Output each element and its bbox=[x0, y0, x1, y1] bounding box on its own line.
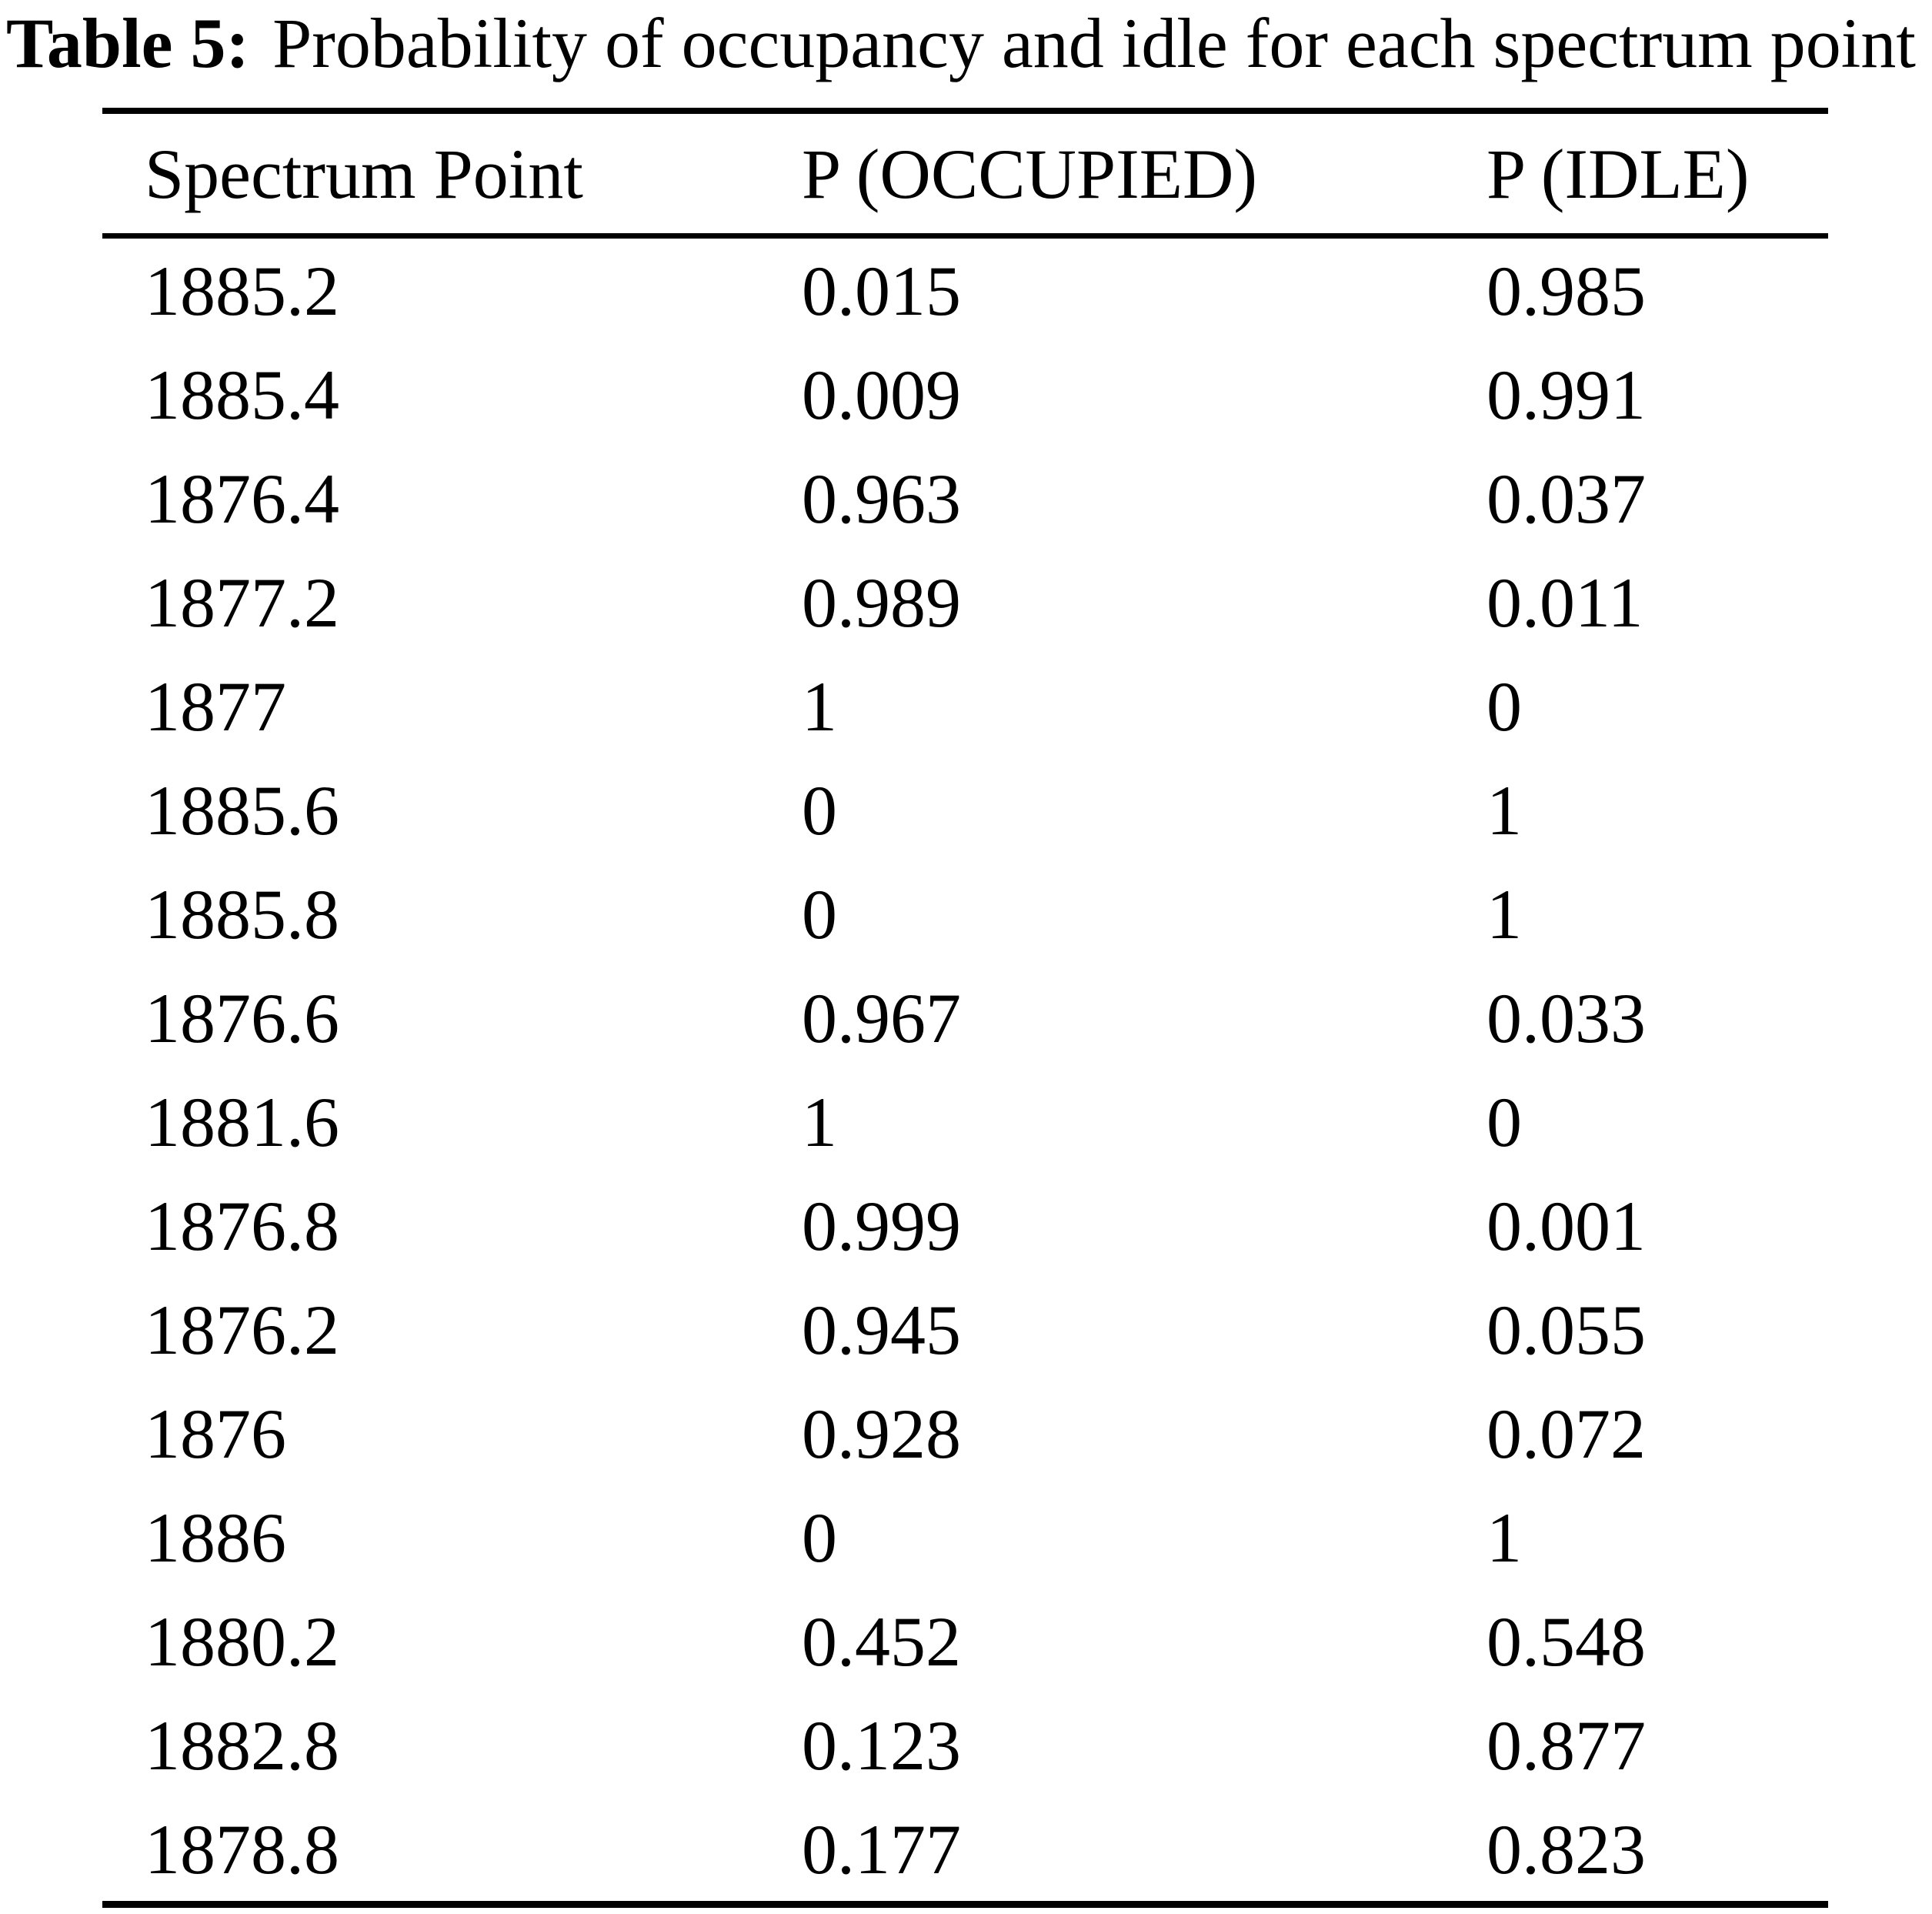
table-row: 1876.2 0.945 0.055 bbox=[102, 1278, 1828, 1381]
cell-p-occupied: 0 bbox=[802, 874, 837, 954]
cell-p-idle: 0.033 bbox=[1487, 978, 1646, 1057]
cell-spectrum-point: 1886 bbox=[145, 1498, 286, 1577]
cell-spectrum-point: 1878.8 bbox=[145, 1809, 339, 1889]
cell-p-occupied: 0 bbox=[802, 1498, 837, 1577]
cell-spectrum-point: 1880.2 bbox=[145, 1602, 339, 1681]
table-row: 1876.6 0.967 0.033 bbox=[102, 966, 1828, 1070]
table-header: Spectrum Point P (OCCUPIED) P (IDLE) bbox=[102, 111, 1828, 239]
cell-p-idle: 0.548 bbox=[1487, 1602, 1646, 1681]
cell-p-idle: 0 bbox=[1487, 1082, 1522, 1161]
table-row: 1885.4 0.009 0.991 bbox=[102, 342, 1828, 446]
cell-spectrum-point: 1876.4 bbox=[145, 459, 339, 538]
cell-spectrum-point: 1876.6 bbox=[145, 978, 339, 1057]
table-body: 1885.2 0.015 0.985 1885.4 0.009 0.991 1876.4 0.… bbox=[102, 236, 1828, 1905]
table-row: 1880.2 0.452 0.548 bbox=[102, 1589, 1828, 1693]
cell-p-occupied: 0.123 bbox=[802, 1705, 961, 1785]
col-header-p-idle: P (IDLE) bbox=[1487, 111, 1828, 239]
cell-p-occupied: 1 bbox=[802, 666, 837, 746]
spectrum-probability-table: Spectrum Point P (OCCUPIED) P (IDLE) 188… bbox=[102, 108, 1828, 1908]
cell-spectrum-point: 1877.2 bbox=[145, 563, 339, 642]
table-row: 1877.2 0.989 0.011 bbox=[102, 550, 1828, 654]
cell-spectrum-point: 1885.6 bbox=[145, 770, 339, 850]
cell-spectrum-point: 1882.8 bbox=[145, 1705, 339, 1785]
cell-p-idle: 0.037 bbox=[1487, 459, 1646, 538]
cell-p-occupied: 0.177 bbox=[802, 1809, 961, 1889]
cell-p-occupied: 0.967 bbox=[802, 978, 961, 1057]
cell-p-occupied: 0 bbox=[802, 770, 837, 850]
cell-p-occupied: 0.928 bbox=[802, 1394, 961, 1473]
cell-p-idle: 0.001 bbox=[1487, 1186, 1646, 1265]
cell-p-idle: 0.072 bbox=[1487, 1394, 1646, 1473]
cell-p-idle: 0.991 bbox=[1487, 355, 1646, 434]
col-header-spectrum-point: Spectrum Point bbox=[102, 111, 802, 239]
cell-spectrum-point: 1885.2 bbox=[145, 251, 339, 330]
cell-p-occupied: 0.963 bbox=[802, 459, 961, 538]
col-header-p-occupied: P (OCCUPIED) bbox=[802, 111, 1487, 239]
cell-p-idle: 0.055 bbox=[1487, 1290, 1646, 1369]
table-caption: Table 5: Probability of occupancy and idl… bbox=[6, 2, 1916, 85]
cell-p-occupied: 0.945 bbox=[802, 1290, 961, 1369]
cell-spectrum-point: 1885.8 bbox=[145, 874, 339, 954]
cell-p-idle: 1 bbox=[1487, 874, 1522, 954]
cell-p-idle: 0.877 bbox=[1487, 1705, 1646, 1785]
cell-p-occupied: 0.015 bbox=[802, 251, 961, 330]
cell-p-occupied: 0.999 bbox=[802, 1186, 961, 1265]
cell-p-idle: 1 bbox=[1487, 770, 1522, 850]
table-row: 1876 0.928 0.072 bbox=[102, 1381, 1828, 1485]
table-row: 1882.8 0.123 0.877 bbox=[102, 1693, 1828, 1797]
caption-text: Probability of occupancy and idle for ea… bbox=[272, 4, 1916, 82]
cell-p-idle: 0 bbox=[1487, 666, 1522, 746]
table-row: 1881.6 1 0 bbox=[102, 1070, 1828, 1174]
cell-spectrum-point: 1885.4 bbox=[145, 355, 339, 434]
table-header-row: Spectrum Point P (OCCUPIED) P (IDLE) bbox=[102, 111, 1828, 239]
cell-spectrum-point: 1876.2 bbox=[145, 1290, 339, 1369]
table-row: 1885.8 0 1 bbox=[102, 862, 1828, 966]
table-row: 1886 0 1 bbox=[102, 1485, 1828, 1589]
cell-spectrum-point: 1876.8 bbox=[145, 1186, 339, 1265]
table-row: 1885.2 0.015 0.985 bbox=[102, 236, 1828, 343]
cell-p-idle: 0.985 bbox=[1487, 251, 1646, 330]
cell-p-idle: 0.823 bbox=[1487, 1809, 1646, 1889]
caption-label: Table 5: bbox=[6, 4, 250, 82]
table-row: 1876.4 0.963 0.037 bbox=[102, 446, 1828, 550]
table-row: 1885.6 0 1 bbox=[102, 758, 1828, 862]
cell-p-occupied: 0.009 bbox=[802, 355, 961, 434]
cell-spectrum-point: 1876 bbox=[145, 1394, 286, 1473]
cell-p-idle: 0.011 bbox=[1487, 563, 1643, 642]
cell-spectrum-point: 1881.6 bbox=[145, 1082, 339, 1161]
table-row: 1878.8 0.177 0.823 bbox=[102, 1797, 1828, 1905]
cell-p-occupied: 0.989 bbox=[802, 563, 961, 642]
cell-p-idle: 1 bbox=[1487, 1498, 1522, 1577]
cell-p-occupied: 1 bbox=[802, 1082, 837, 1161]
table-row: 1876.8 0.999 0.001 bbox=[102, 1174, 1828, 1278]
table-row: 1877 1 0 bbox=[102, 654, 1828, 758]
cell-p-occupied: 0.452 bbox=[802, 1602, 961, 1681]
cell-spectrum-point: 1877 bbox=[145, 666, 286, 746]
